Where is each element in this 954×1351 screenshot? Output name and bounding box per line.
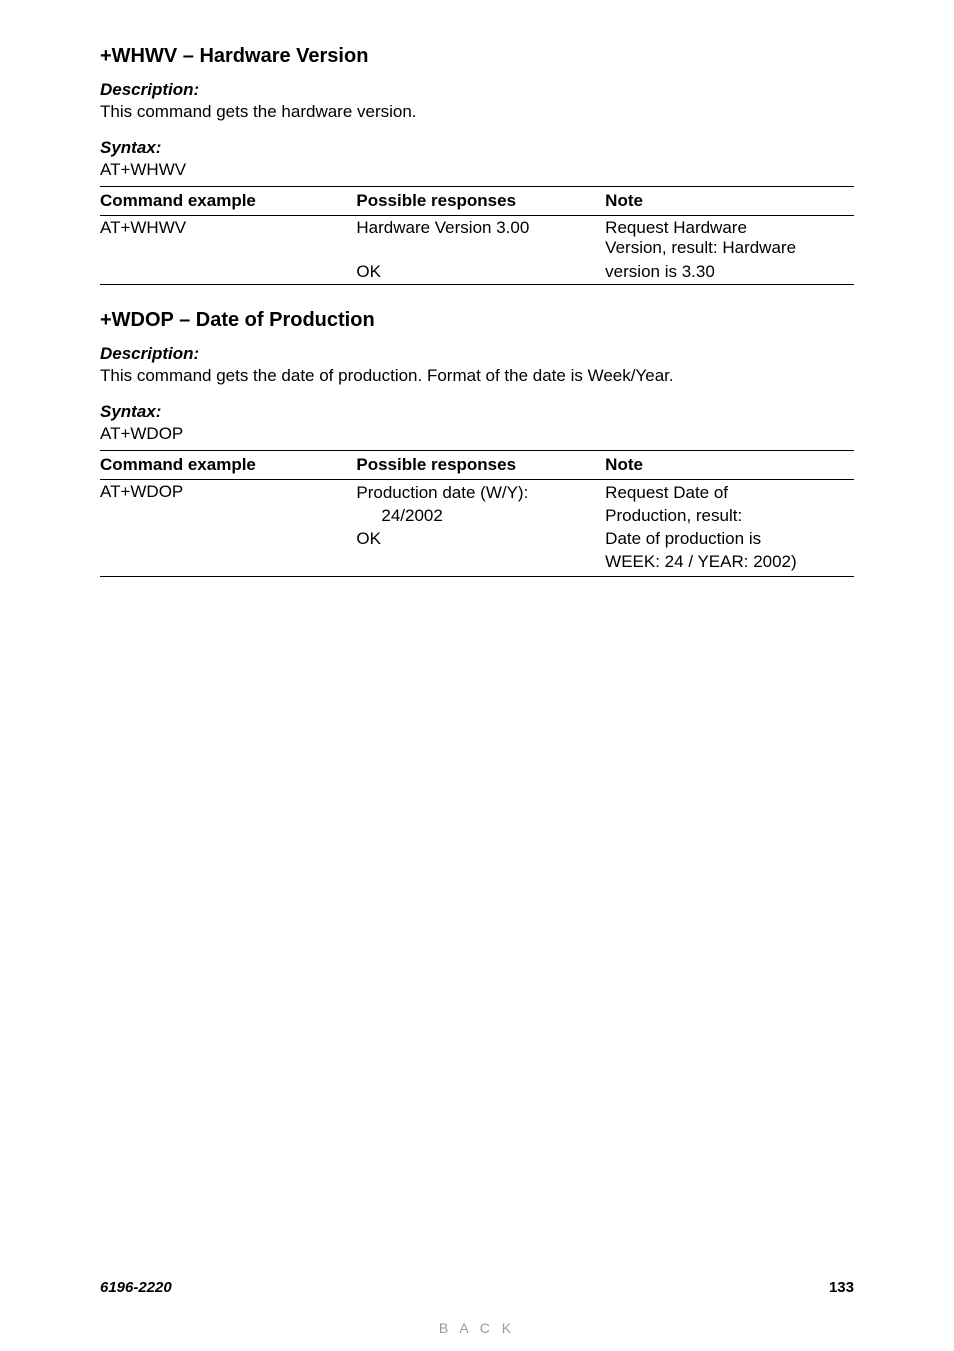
table-row: OK version is 3.30	[100, 260, 854, 285]
note-line: Request Hardware	[605, 218, 747, 237]
page-footer: 6196-2220 133	[100, 1279, 854, 1296]
table-header-row: Command example Possible responses Note	[100, 187, 854, 216]
back-link[interactable]: B A C K	[0, 1320, 954, 1336]
footer-doc-id: 6196-2220	[100, 1279, 172, 1296]
note-cell: Request Hardware Version, result: Hardwa…	[605, 216, 854, 261]
command-table-1: Command example Possible responses Note …	[100, 186, 854, 285]
col-header-note: Note	[605, 187, 854, 216]
col-header-command: Command example	[100, 187, 356, 216]
note-line: Version, result: Hardware	[605, 238, 796, 257]
description-label: Description:	[100, 80, 854, 100]
resp-line: Production date (W/Y):	[356, 483, 528, 502]
cmd-cell	[100, 260, 356, 285]
note-cell: Request Date of Production, result: Date…	[605, 480, 854, 577]
syntax-label: Syntax:	[100, 138, 854, 158]
col-header-command: Command example	[100, 451, 356, 480]
command-table-2: Command example Possible responses Note …	[100, 450, 854, 577]
table-row: AT+WDOP Production date (W/Y): 24/2002 O…	[100, 480, 854, 577]
resp-line: OK	[356, 529, 381, 548]
col-header-responses: Possible responses	[356, 451, 605, 480]
cmd-cell: AT+WDOP	[100, 480, 356, 577]
note-line: Request Date of	[605, 483, 728, 502]
section-heading: +WDOP – Date of Production	[100, 309, 854, 332]
syntax-text: AT+WHWV	[100, 160, 854, 180]
table-header-row: Command example Possible responses Note	[100, 451, 854, 480]
note-line: Date of production is	[605, 529, 761, 548]
col-header-responses: Possible responses	[356, 187, 605, 216]
note-cell: version is 3.30	[605, 260, 854, 285]
description-text: This command gets the date of production…	[100, 366, 854, 386]
syntax-label: Syntax:	[100, 402, 854, 422]
footer-page-number: 133	[829, 1279, 854, 1296]
note-line: Production, result:	[605, 506, 742, 525]
resp-line: 24/2002	[356, 505, 442, 528]
resp-cell: Hardware Version 3.00	[356, 216, 605, 261]
syntax-text: AT+WDOP	[100, 424, 854, 444]
resp-cell: OK	[356, 260, 605, 285]
section-heading: +WHWV – Hardware Version	[100, 45, 854, 68]
col-header-note: Note	[605, 451, 854, 480]
note-line: WEEK: 24 / YEAR: 2002)	[605, 552, 797, 571]
description-label: Description:	[100, 344, 854, 364]
table-row: AT+WHWV Hardware Version 3.00 Request Ha…	[100, 216, 854, 261]
cmd-cell: AT+WHWV	[100, 216, 356, 261]
description-text: This command gets the hardware version.	[100, 102, 854, 122]
resp-cell: Production date (W/Y): 24/2002 OK	[356, 480, 605, 577]
